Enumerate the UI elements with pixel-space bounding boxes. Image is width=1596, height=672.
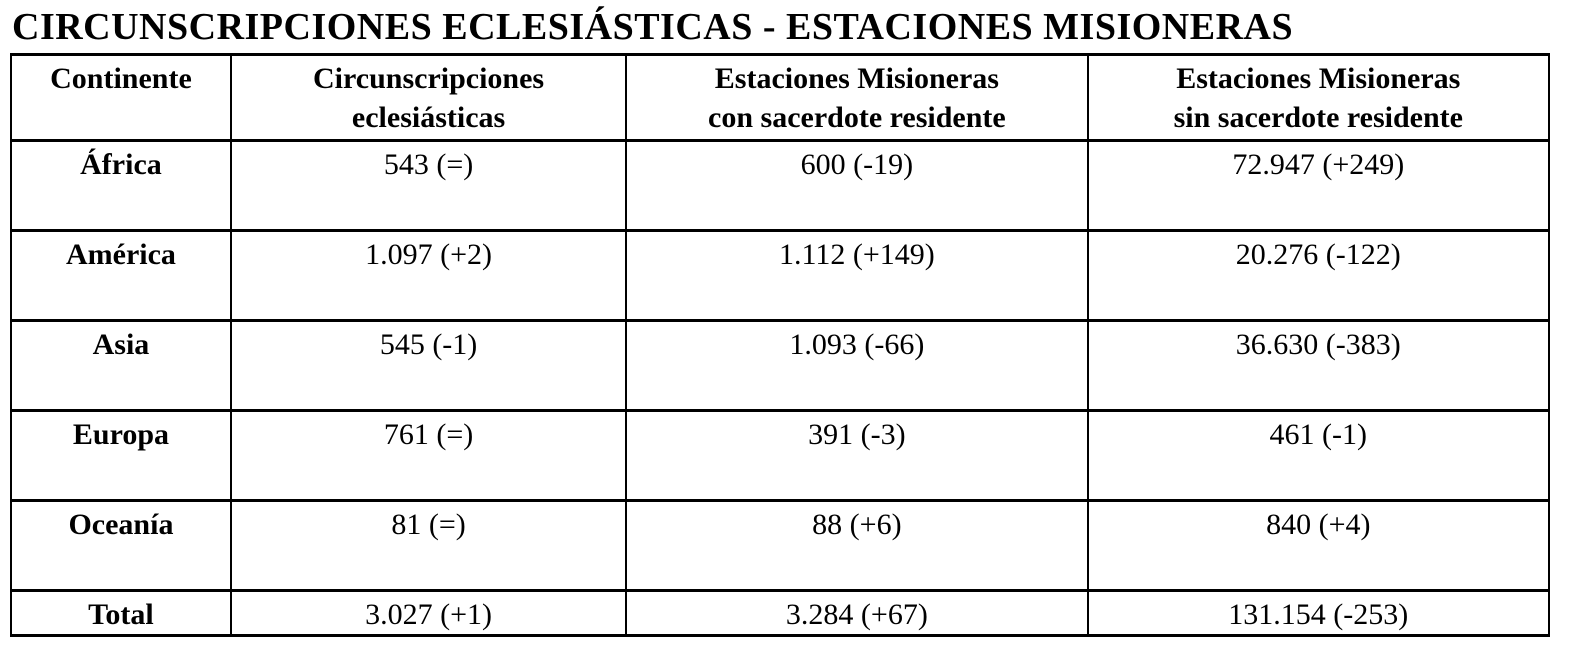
table-body: África 543 (=) 600 (-19) 72.947 (+249) A… xyxy=(10,138,1551,637)
value-con-sacerdote: 88 (+6) xyxy=(625,498,1089,592)
header-line: Estaciones Misioneras xyxy=(714,61,999,95)
header-line: Continente xyxy=(50,61,192,95)
column-header-continente: Continente xyxy=(10,52,232,142)
total-con-sacerdote: 3.284 (+67) xyxy=(625,588,1089,637)
value-con-sacerdote: 391 (-3) xyxy=(625,408,1089,502)
header-row: Continente Circunscripciones eclesiástic… xyxy=(10,52,1551,142)
header-line: Estaciones Misioneras xyxy=(1176,61,1461,95)
continent-label: América xyxy=(10,228,232,322)
value-sin-sacerdote: 840 (+4) xyxy=(1086,498,1551,592)
column-header-con-sacerdote: Estaciones Misioneras con sacerdote resi… xyxy=(625,52,1089,142)
table-row-total: Total 3.027 (+1) 3.284 (+67) 131.154 (-2… xyxy=(10,588,1551,637)
continent-label: Asia xyxy=(10,318,232,412)
value-con-sacerdote: 1.093 (-66) xyxy=(625,318,1089,412)
value-con-sacerdote: 1.112 (+149) xyxy=(625,228,1089,322)
table-header: Continente Circunscripciones eclesiástic… xyxy=(10,52,1551,142)
table-row-america: América 1.097 (+2) 1.112 (+149) 20.276 (… xyxy=(10,228,1551,322)
value-con-sacerdote: 600 (-19) xyxy=(625,138,1089,232)
table-row-africa: África 543 (=) 600 (-19) 72.947 (+249) xyxy=(10,138,1551,232)
table-row-asia: Asia 545 (-1) 1.093 (-66) 36.630 (-383) xyxy=(10,318,1551,412)
value-circunscripciones: 1.097 (+2) xyxy=(229,228,628,322)
column-header-sin-sacerdote: Estaciones Misioneras sin sacerdote resi… xyxy=(1086,52,1551,142)
value-circunscripciones: 545 (-1) xyxy=(229,318,628,412)
value-circunscripciones: 81 (=) xyxy=(229,498,628,592)
table-row-oceania: Oceanía 81 (=) 88 (+6) 840 (+4) xyxy=(10,498,1551,592)
total-sin-sacerdote: 131.154 (-253) xyxy=(1086,588,1551,637)
value-sin-sacerdote: 20.276 (-122) xyxy=(1086,228,1551,322)
header-line: con sacerdote residente xyxy=(708,100,1006,134)
value-sin-sacerdote: 36.630 (-383) xyxy=(1086,318,1551,412)
total-circunscripciones: 3.027 (+1) xyxy=(229,588,628,637)
value-circunscripciones: 761 (=) xyxy=(229,408,628,502)
continent-label: Oceanía xyxy=(10,498,232,592)
table-row-europa: Europa 761 (=) 391 (-3) 461 (-1) xyxy=(10,408,1551,502)
value-circunscripciones: 543 (=) xyxy=(229,138,628,232)
continent-label: Europa xyxy=(10,408,232,502)
continent-label: África xyxy=(10,138,232,232)
header-line: eclesiásticas xyxy=(351,100,506,134)
column-header-circunscripciones: Circunscripciones eclesiásticas xyxy=(229,52,628,142)
value-sin-sacerdote: 72.947 (+249) xyxy=(1086,138,1551,232)
header-line: Circunscripciones xyxy=(313,61,545,95)
total-label: Total xyxy=(10,588,232,637)
statistics-table: Continente Circunscripciones eclesiástic… xyxy=(10,52,1551,637)
value-sin-sacerdote: 461 (-1) xyxy=(1086,408,1551,502)
header-line: sin sacerdote residente xyxy=(1173,100,1463,134)
page-title: CIRCUNSCRIPCIONES ECLESIÁSTICAS - ESTACI… xyxy=(12,6,1294,48)
